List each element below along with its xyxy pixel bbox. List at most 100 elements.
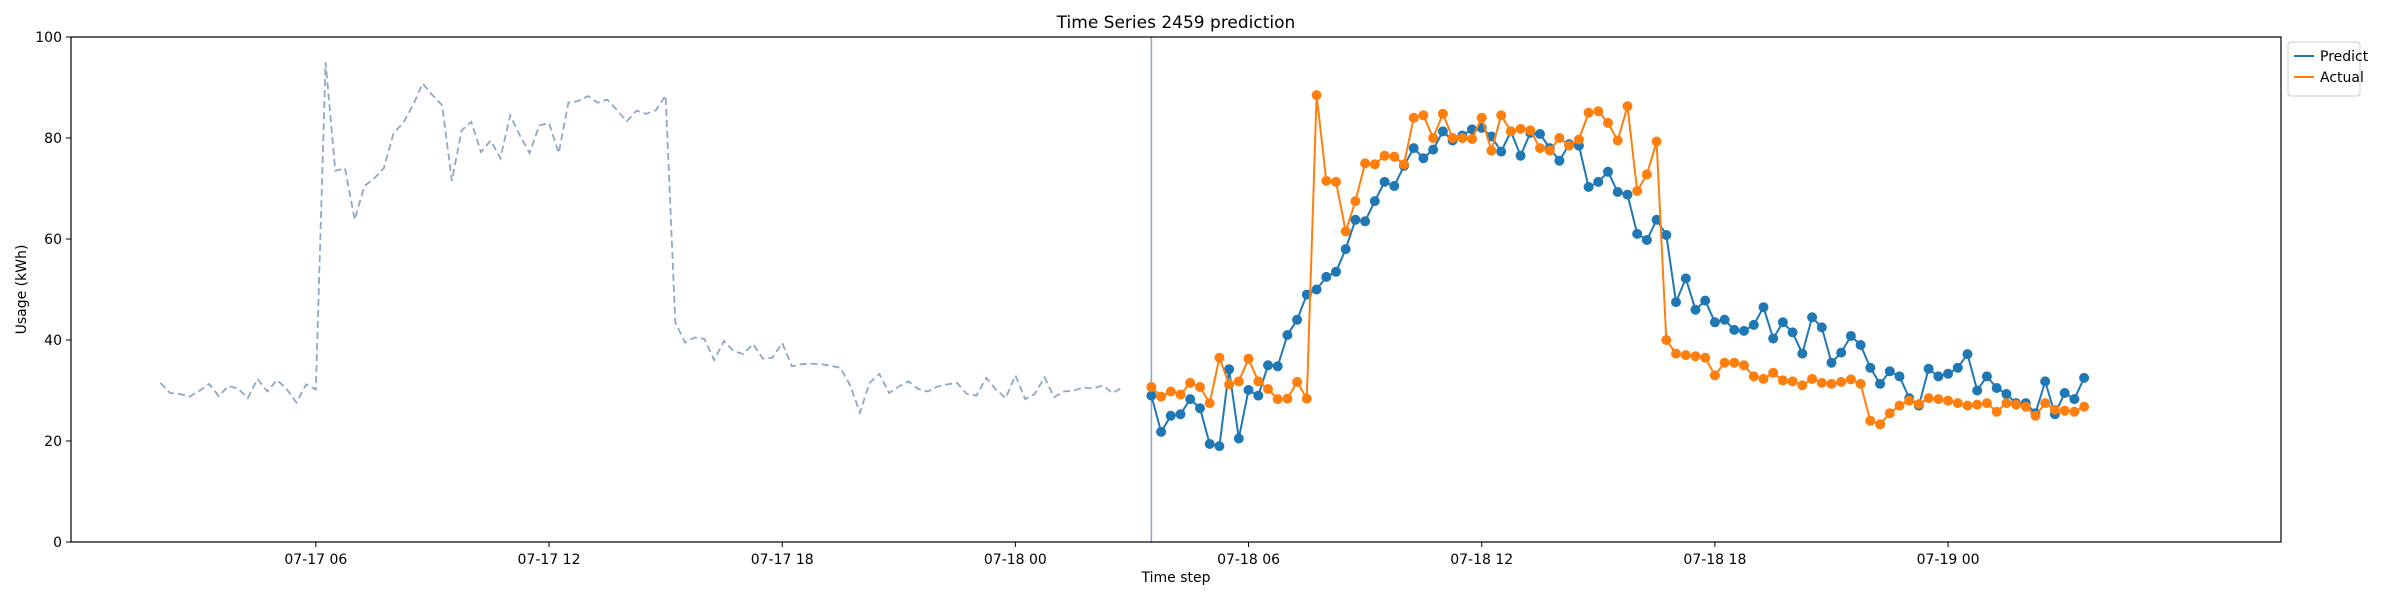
data-point-predict: [1709, 317, 1720, 328]
y-tick-label: 20: [44, 434, 62, 450]
data-point-actual: [1700, 352, 1711, 363]
data-point-actual: [1904, 395, 1915, 406]
data-point-actual: [1156, 391, 1167, 402]
data-point-actual: [1467, 134, 1477, 144]
data-point-predict: [1836, 347, 1847, 358]
data-point-predict: [1428, 144, 1439, 155]
data-point-actual: [1981, 398, 1992, 409]
data-point-predict: [1787, 327, 1798, 338]
data-point-actual: [1301, 393, 1312, 404]
data-point-predict: [2040, 376, 2051, 387]
data-point-actual: [1991, 406, 2002, 417]
data-point-actual: [1525, 125, 1536, 136]
data-point-actual: [1875, 419, 1886, 430]
data-point-predict: [1981, 371, 1992, 382]
data-point-predict: [1379, 176, 1390, 187]
x-tick-label: 07-17 12: [518, 552, 581, 568]
data-point-actual: [1224, 379, 1235, 390]
x-axis-label: Time step: [1141, 570, 1211, 586]
data-point-actual: [1952, 398, 1963, 409]
data-point-predict: [1826, 357, 1837, 368]
data-point-predict: [1661, 230, 1672, 240]
data-point-actual: [1146, 382, 1157, 392]
data-point-predict: [1282, 330, 1293, 340]
data-point-actual: [1748, 371, 1759, 382]
data-point-actual: [1816, 377, 1827, 388]
data-point-predict: [1185, 394, 1196, 405]
data-point-actual: [1729, 357, 1740, 368]
data-point-actual: [1214, 352, 1225, 363]
data-point-actual: [1311, 90, 1322, 101]
x-tick-label: 07-17 06: [284, 552, 347, 568]
data-point-actual: [2079, 401, 2090, 412]
data-point-actual: [1583, 107, 1594, 118]
data-point-predict: [1515, 150, 1526, 161]
data-point-actual: [1399, 159, 1409, 170]
data-point-actual: [1185, 377, 1196, 388]
y-tick-label: 0: [53, 535, 62, 551]
data-point-predict: [1719, 314, 1730, 325]
data-point-actual: [1263, 384, 1273, 394]
data-point-actual: [1641, 169, 1652, 180]
data-point-predict: [1340, 244, 1351, 255]
data-point-actual: [1593, 106, 1604, 117]
data-point-actual: [1379, 150, 1390, 161]
data-point-predict: [1748, 319, 1759, 330]
y-tick-label: 100: [35, 30, 62, 46]
series-line-history: [159, 62, 1123, 416]
data-point-predict: [1690, 304, 1701, 315]
data-point-predict: [1156, 426, 1167, 437]
data-point-predict: [1884, 366, 1895, 377]
data-point-predict: [1952, 362, 1963, 373]
data-point-actual: [1554, 133, 1565, 143]
data-point-predict: [1214, 441, 1225, 452]
data-point-predict: [1418, 153, 1429, 164]
data-point-actual: [1845, 374, 1856, 385]
data-point-actual: [1369, 159, 1380, 170]
data-point-actual: [2011, 399, 2022, 410]
data-point-predict: [1739, 325, 1749, 336]
data-point-predict: [1389, 181, 1400, 191]
data-point-actual: [1165, 386, 1176, 397]
data-point-actual: [1787, 376, 1798, 387]
data-point-actual: [2049, 404, 2060, 415]
data-point-predict: [1165, 410, 1176, 421]
data-point-predict: [2001, 389, 2012, 399]
plot-area: [159, 37, 2090, 542]
data-point-actual: [1603, 117, 1613, 128]
data-point-predict: [1729, 324, 1740, 335]
legend-label-actual: Actual: [2320, 70, 2364, 86]
data-point-predict: [1350, 214, 1361, 225]
data-point-predict: [1243, 385, 1254, 395]
data-point-actual: [1962, 400, 1973, 411]
x-tick-label: 07-17 18: [751, 552, 814, 568]
data-point-actual: [1768, 367, 1779, 378]
data-point-actual: [1777, 375, 1788, 386]
data-point-actual: [1457, 133, 1468, 143]
data-point-predict: [1943, 368, 1954, 379]
data-point-predict: [2059, 388, 2070, 398]
data-point-actual: [1535, 143, 1545, 154]
data-point-actual: [1680, 350, 1691, 361]
data-point-actual: [2040, 398, 2051, 409]
data-point-predict: [1272, 361, 1283, 372]
data-point-predict: [1603, 166, 1613, 177]
data-point-actual: [1253, 376, 1264, 387]
data-point-predict: [1437, 126, 1448, 137]
y-tick-label: 60: [44, 232, 62, 248]
data-point-predict: [1671, 297, 1681, 308]
data-point-predict: [1680, 273, 1691, 284]
data-point-predict: [1204, 439, 1215, 449]
data-point-actual: [1272, 394, 1283, 405]
data-point-predict: [1263, 360, 1273, 371]
data-point-predict: [1292, 314, 1303, 325]
data-point-predict: [1175, 409, 1186, 420]
x-tick-label: 07-18 12: [1450, 552, 1513, 568]
data-point-actual: [1195, 382, 1205, 392]
y-tick-label: 80: [44, 131, 62, 147]
data-point-predict: [1253, 390, 1264, 401]
data-point-actual: [1709, 370, 1720, 381]
data-point-actual: [1855, 378, 1866, 389]
data-point-actual: [1690, 351, 1701, 362]
data-point-actual: [1913, 399, 1924, 410]
